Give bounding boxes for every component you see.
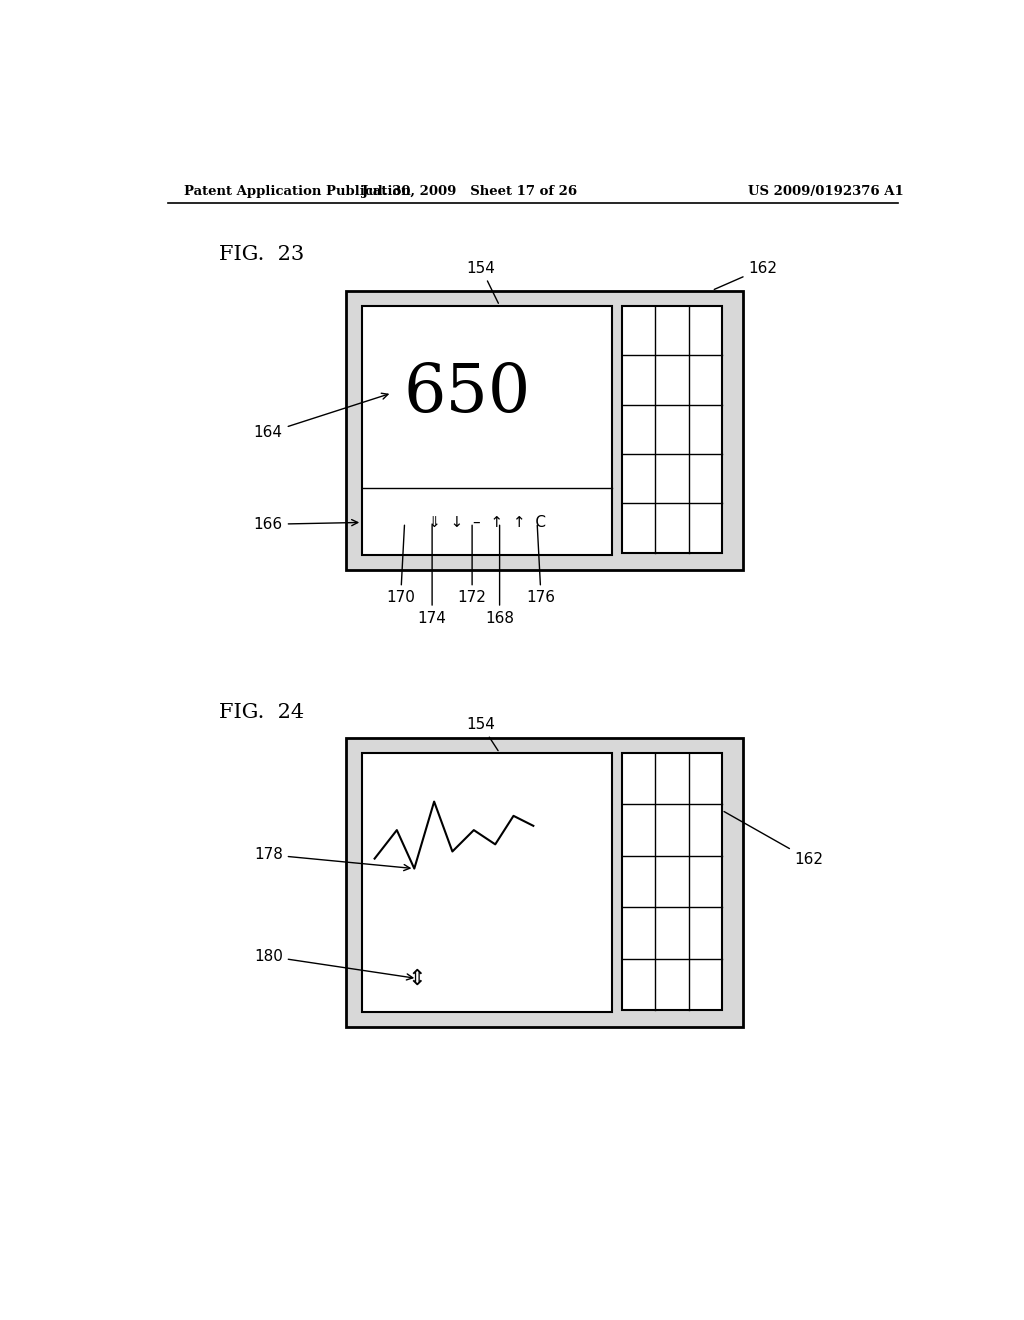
Text: 170: 170 <box>386 525 415 606</box>
Text: 176: 176 <box>526 525 556 606</box>
Text: 174: 174 <box>418 525 446 626</box>
Text: 172: 172 <box>458 525 486 606</box>
Text: Jul. 30, 2009   Sheet 17 of 26: Jul. 30, 2009 Sheet 17 of 26 <box>361 185 577 198</box>
Text: US 2009/0192376 A1: US 2009/0192376 A1 <box>749 185 904 198</box>
Text: ⇓  ↓  –  ↑  ↑  C: ⇓ ↓ – ↑ ↑ C <box>428 515 546 529</box>
Bar <box>346 290 743 570</box>
Text: Patent Application Publication: Patent Application Publication <box>183 185 411 198</box>
Text: ⇕: ⇕ <box>408 969 426 989</box>
Bar <box>623 306 722 553</box>
Text: 162: 162 <box>714 260 777 289</box>
Text: 178: 178 <box>254 847 410 871</box>
Text: 650: 650 <box>403 360 530 425</box>
Text: 164: 164 <box>254 393 388 441</box>
Text: 154: 154 <box>467 717 498 751</box>
Bar <box>362 306 612 554</box>
Bar <box>623 752 722 1010</box>
Text: 154: 154 <box>467 260 499 304</box>
Bar <box>362 752 612 1012</box>
Text: 168: 168 <box>485 525 514 626</box>
Text: FIG.  24: FIG. 24 <box>219 702 304 722</box>
Text: FIG.  23: FIG. 23 <box>219 246 304 264</box>
Text: 162: 162 <box>724 812 823 867</box>
Bar <box>346 738 743 1027</box>
Text: 180: 180 <box>254 949 413 979</box>
Text: 166: 166 <box>254 517 357 532</box>
